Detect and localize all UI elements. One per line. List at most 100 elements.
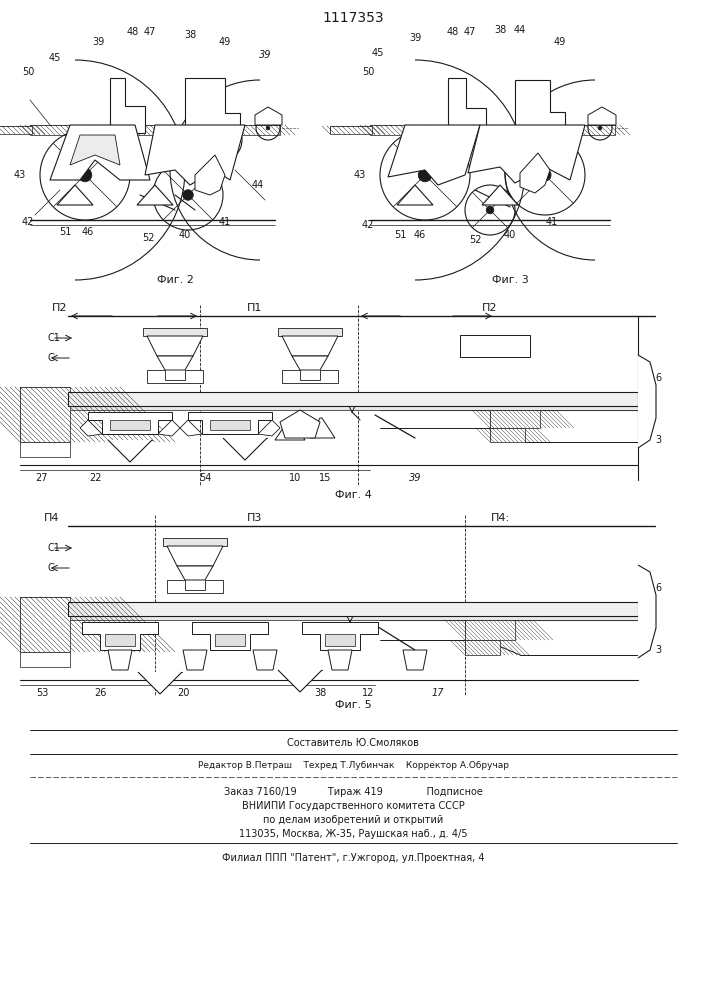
Polygon shape xyxy=(70,135,120,165)
Bar xyxy=(20,597,70,652)
Text: Заказ 7160/19          Тираж 419              Подписное: Заказ 7160/19 Тираж 419 Подписное xyxy=(223,787,482,797)
Polygon shape xyxy=(188,412,272,434)
Bar xyxy=(465,620,515,640)
Text: 22: 22 xyxy=(89,473,101,483)
Bar xyxy=(215,634,245,646)
Polygon shape xyxy=(638,565,656,658)
Bar xyxy=(20,387,70,442)
Circle shape xyxy=(539,169,551,181)
Text: 39: 39 xyxy=(259,50,271,60)
Bar xyxy=(110,420,150,430)
Bar xyxy=(20,597,70,652)
Text: по делам изобретений и открытий: по делам изобретений и открытий xyxy=(263,815,443,825)
Text: 51: 51 xyxy=(59,227,71,237)
Polygon shape xyxy=(88,412,172,434)
Bar xyxy=(370,125,615,135)
Text: С: С xyxy=(48,353,54,363)
Text: 113035, Москва, Ж-35, Раушская наб., д. 4/5: 113035, Москва, Ж-35, Раушская наб., д. … xyxy=(239,829,467,839)
Polygon shape xyxy=(282,370,338,383)
Polygon shape xyxy=(177,566,213,580)
Text: 38: 38 xyxy=(184,30,196,40)
Text: 52: 52 xyxy=(141,233,154,243)
Polygon shape xyxy=(158,420,180,436)
Text: 50: 50 xyxy=(22,67,34,77)
Text: 44: 44 xyxy=(514,25,526,35)
Polygon shape xyxy=(388,125,480,185)
Text: 6: 6 xyxy=(655,583,661,593)
Polygon shape xyxy=(50,125,150,180)
Polygon shape xyxy=(57,185,93,205)
Polygon shape xyxy=(280,410,320,438)
Bar xyxy=(68,602,638,616)
Polygon shape xyxy=(167,580,223,593)
Text: 53: 53 xyxy=(36,688,48,698)
Text: 12: 12 xyxy=(362,688,374,698)
Polygon shape xyxy=(638,355,656,448)
Text: Фиг. 5: Фиг. 5 xyxy=(334,700,371,710)
Bar xyxy=(370,125,615,135)
Circle shape xyxy=(598,126,602,130)
Text: П4:: П4: xyxy=(491,513,510,523)
Circle shape xyxy=(78,168,92,182)
Polygon shape xyxy=(253,650,277,670)
Circle shape xyxy=(486,206,493,214)
Text: 20: 20 xyxy=(177,688,189,698)
Polygon shape xyxy=(515,80,565,135)
Text: 15: 15 xyxy=(319,473,331,483)
Bar xyxy=(20,387,70,442)
Text: 42: 42 xyxy=(362,220,374,230)
Text: 42: 42 xyxy=(22,217,34,227)
Polygon shape xyxy=(448,78,486,136)
Text: 44: 44 xyxy=(252,180,264,190)
Text: 39: 39 xyxy=(409,473,421,483)
Text: П2: П2 xyxy=(52,303,68,313)
Polygon shape xyxy=(110,78,145,133)
Polygon shape xyxy=(137,185,173,205)
Bar xyxy=(330,126,372,134)
Text: Фиг. 2: Фиг. 2 xyxy=(156,275,194,285)
Text: 43: 43 xyxy=(354,170,366,180)
Polygon shape xyxy=(180,420,202,436)
Bar xyxy=(460,335,530,357)
Circle shape xyxy=(217,137,223,143)
Text: 38: 38 xyxy=(314,688,326,698)
Text: 27: 27 xyxy=(36,473,48,483)
Bar xyxy=(143,328,207,336)
Text: Составитель Ю.Смоляков: Составитель Ю.Смоляков xyxy=(287,738,419,748)
Text: П4: П4 xyxy=(45,513,60,523)
Bar xyxy=(490,410,540,428)
Text: 54: 54 xyxy=(199,473,211,483)
Bar xyxy=(163,538,227,546)
Text: 38: 38 xyxy=(494,25,506,35)
Polygon shape xyxy=(302,622,378,650)
Bar xyxy=(325,634,355,646)
Text: 39: 39 xyxy=(92,37,104,47)
Polygon shape xyxy=(147,336,203,356)
Polygon shape xyxy=(482,185,518,205)
Polygon shape xyxy=(282,336,338,356)
Text: С: С xyxy=(48,563,54,573)
Bar xyxy=(105,634,135,646)
Circle shape xyxy=(419,168,432,182)
Text: 26: 26 xyxy=(94,688,106,698)
Text: 47: 47 xyxy=(464,27,477,37)
Bar xyxy=(30,125,280,135)
Polygon shape xyxy=(108,650,132,670)
Text: С1: С1 xyxy=(48,333,61,343)
Text: П2: П2 xyxy=(482,303,498,313)
Bar xyxy=(20,442,70,457)
Bar xyxy=(0,126,32,134)
Text: ВНИИПИ Государственного комитета СССР: ВНИИПИ Государственного комитета СССР xyxy=(242,801,464,811)
Text: 49: 49 xyxy=(554,37,566,47)
Bar xyxy=(68,616,638,620)
Text: 39: 39 xyxy=(409,33,421,43)
Text: 47: 47 xyxy=(144,27,156,37)
Text: Фиг. 4: Фиг. 4 xyxy=(334,490,371,500)
Text: С1: С1 xyxy=(48,543,61,553)
Polygon shape xyxy=(195,155,225,195)
Polygon shape xyxy=(138,672,182,694)
Text: 41: 41 xyxy=(219,217,231,227)
Text: 3: 3 xyxy=(655,645,661,655)
Polygon shape xyxy=(328,650,352,670)
Circle shape xyxy=(182,190,193,200)
